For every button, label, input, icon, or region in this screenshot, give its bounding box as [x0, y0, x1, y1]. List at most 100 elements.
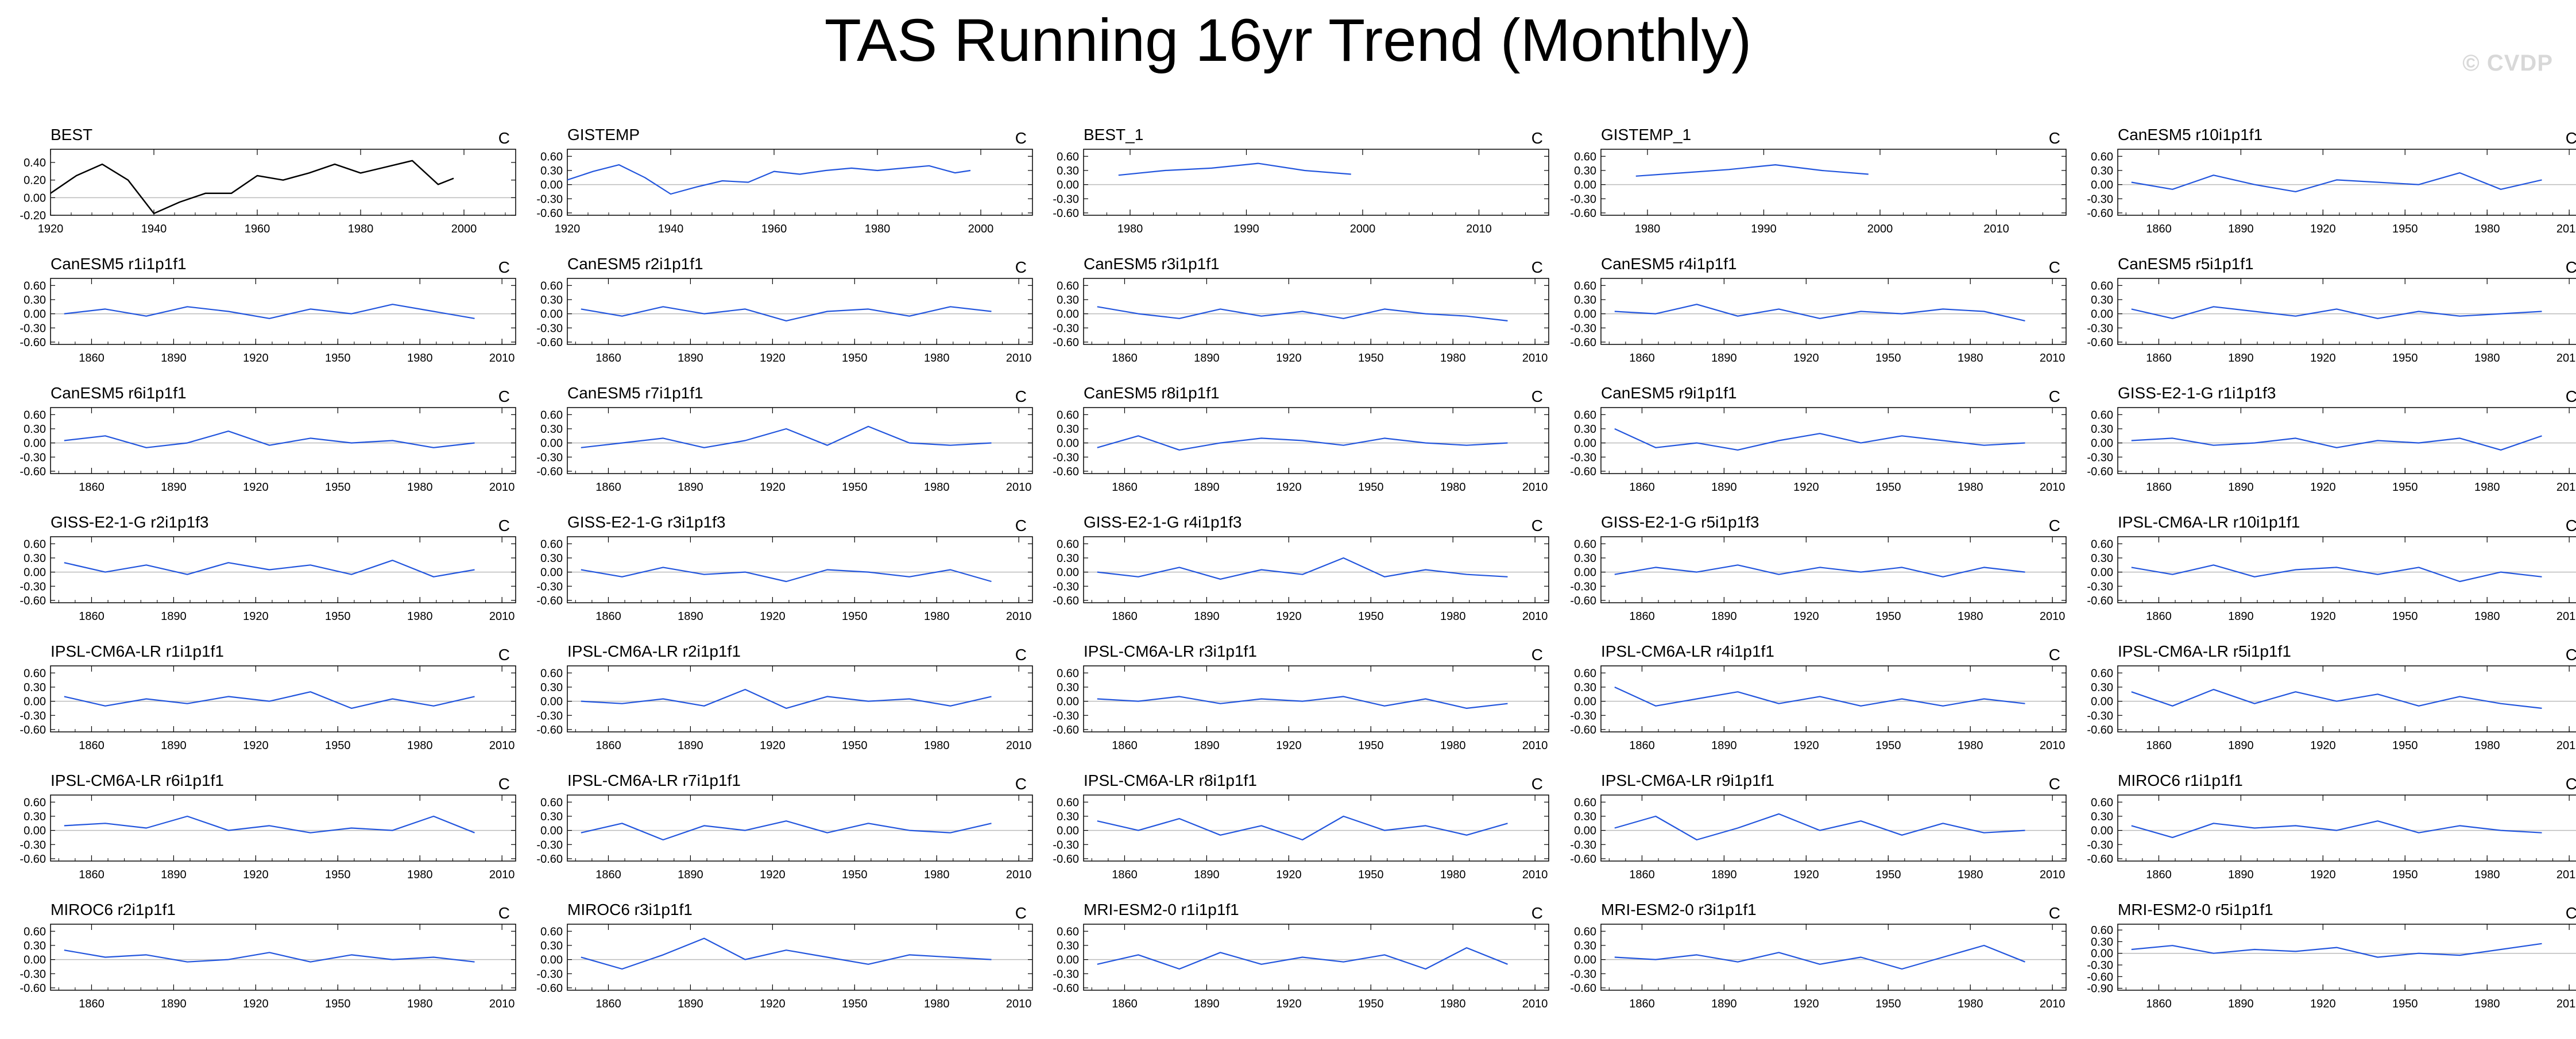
- x-tick-label: 2010: [2556, 352, 2576, 365]
- y-tick-label: 0.00: [24, 437, 46, 450]
- y-tick-label: -0.30: [2087, 839, 2113, 851]
- y-tick-label: -0.60: [536, 336, 563, 349]
- y-tick-label: -0.60: [20, 853, 46, 866]
- x-tick-label: 1950: [325, 352, 351, 365]
- y-tick-label: 0.00: [24, 696, 46, 708]
- y-tick-label: -0.30: [1053, 193, 1079, 206]
- x-tick-label: 1860: [2146, 869, 2172, 881]
- panel-units: C: [1531, 129, 1543, 147]
- series-line: [581, 688, 992, 710]
- x-tick-label: 1860: [79, 869, 105, 881]
- panel-units: C: [1531, 646, 1543, 664]
- x-tick-label: 1980: [348, 223, 374, 235]
- panel-units: C: [2566, 258, 2576, 276]
- y-tick-label: 0.60: [24, 796, 46, 809]
- plot-frame: [1083, 536, 1549, 603]
- x-tick-label: 1860: [1629, 869, 1655, 881]
- y-tick-label: 0.00: [1574, 179, 1596, 192]
- y-tick-label: 0.60: [540, 925, 563, 938]
- x-tick-label: 1950: [1875, 869, 1901, 881]
- y-tick-label: -0.20: [20, 210, 46, 222]
- y-tick-label: -0.60: [1053, 207, 1079, 220]
- y-tick-label: -0.30: [1053, 968, 1079, 980]
- x-tick-label: 1890: [2228, 739, 2254, 752]
- series-line: [64, 559, 475, 577]
- x-tick-label: 1890: [1711, 998, 1737, 1010]
- x-tick-label: 2000: [1867, 223, 1893, 235]
- x-tick-label: 1890: [2228, 352, 2254, 365]
- y-tick-label: -0.30: [2087, 322, 2113, 335]
- panel-units: C: [498, 517, 510, 534]
- y-tick-label: 0.60: [2091, 409, 2113, 421]
- x-tick-label: 2010: [1006, 352, 1032, 365]
- x-tick-label: 1890: [678, 739, 703, 752]
- x-tick-label: 1860: [79, 998, 105, 1010]
- x-tick-label: 1890: [1711, 610, 1737, 623]
- x-tick-label: 1980: [924, 998, 950, 1010]
- panel-units: C: [2049, 387, 2060, 405]
- x-tick-label: 1920: [1276, 869, 1302, 881]
- page-title: TAS Running 16yr Trend (Monthly): [824, 7, 1752, 74]
- panel-title: CanESM5 r2i1p1f1: [567, 255, 703, 273]
- x-tick-label: 1890: [2228, 869, 2254, 881]
- x-tick-label: 1860: [2146, 739, 2172, 752]
- y-tick-label: 0.00: [24, 308, 46, 321]
- y-tick-label: -0.60: [536, 207, 563, 220]
- x-tick-label: 1860: [595, 869, 621, 881]
- panel-units: C: [498, 904, 510, 922]
- y-tick-label: 0.30: [540, 940, 563, 952]
- panel-title: CanESM5 r1i1p1f1: [51, 255, 187, 273]
- x-tick-label: 1980: [2474, 739, 2500, 752]
- x-tick-label: 1890: [161, 739, 187, 752]
- x-tick-label: 2010: [1522, 869, 1548, 881]
- y-tick-label: 0.30: [2091, 423, 2113, 436]
- x-tick-label: 1920: [2310, 352, 2336, 365]
- panel-units: C: [2049, 646, 2060, 664]
- x-tick-label: 2010: [2556, 223, 2576, 235]
- y-tick-label: -0.60: [1570, 336, 1596, 349]
- x-tick-label: 1940: [658, 223, 684, 235]
- y-tick-label: -0.30: [1053, 322, 1079, 335]
- y-tick-label: 0.60: [540, 667, 563, 680]
- x-tick-label: 1860: [79, 739, 105, 752]
- x-tick-label: 1920: [243, 610, 269, 623]
- y-tick-label: -0.60: [1570, 595, 1596, 607]
- y-tick-label: 0.60: [1057, 538, 1079, 550]
- panel-units: C: [1531, 517, 1543, 534]
- y-tick-label: 0.30: [1574, 552, 1596, 565]
- plot-frame: [1083, 924, 1549, 991]
- y-tick-label: 0.30: [1574, 165, 1596, 177]
- x-tick-label: 1890: [161, 610, 187, 623]
- series-line: [1097, 696, 1508, 710]
- y-tick-label: 0.30: [1057, 294, 1079, 307]
- panel-title: MIROC6 r1i1p1f1: [2118, 772, 2243, 789]
- y-tick-label: -0.60: [536, 466, 563, 478]
- y-tick-label: 0.60: [1574, 150, 1596, 163]
- panel-units: C: [2049, 775, 2060, 793]
- x-tick-label: 1860: [1112, 481, 1138, 494]
- x-tick-label: 1860: [1629, 739, 1655, 752]
- x-tick-label: 1950: [842, 998, 868, 1010]
- panel-units: C: [2049, 904, 2060, 922]
- y-tick-label: 0.30: [24, 294, 46, 307]
- panel-units: C: [498, 258, 510, 276]
- y-tick-label: 0.60: [1057, 280, 1079, 292]
- y-tick-label: 0.30: [1574, 811, 1596, 823]
- x-tick-label: 1890: [2228, 223, 2254, 235]
- y-tick-label: 0.00: [1057, 696, 1079, 708]
- y-tick-label: -0.60: [20, 724, 46, 736]
- x-tick-label: 1950: [325, 610, 351, 623]
- y-tick-label: 0.00: [1057, 308, 1079, 321]
- panel-units: C: [1015, 646, 1027, 664]
- x-tick-label: 1950: [1358, 481, 1384, 494]
- panel-units: C: [1531, 775, 1543, 793]
- y-tick-label: 0.30: [2091, 552, 2113, 565]
- y-tick-label: 0.60: [1574, 409, 1596, 421]
- y-tick-label: -0.30: [1053, 710, 1079, 722]
- panel-canesm5-r3i1p1f1: CanESM5 r3i1p1f1 C 0.60 0.300.00-0.30-0.60 1…: [1053, 255, 1549, 365]
- x-tick-label: 1920: [2310, 223, 2336, 235]
- x-tick-label: 1890: [1194, 739, 1220, 752]
- panel-units: C: [498, 387, 510, 405]
- x-tick-label: 1890: [1194, 610, 1220, 623]
- y-tick-label: 0.00: [1574, 308, 1596, 321]
